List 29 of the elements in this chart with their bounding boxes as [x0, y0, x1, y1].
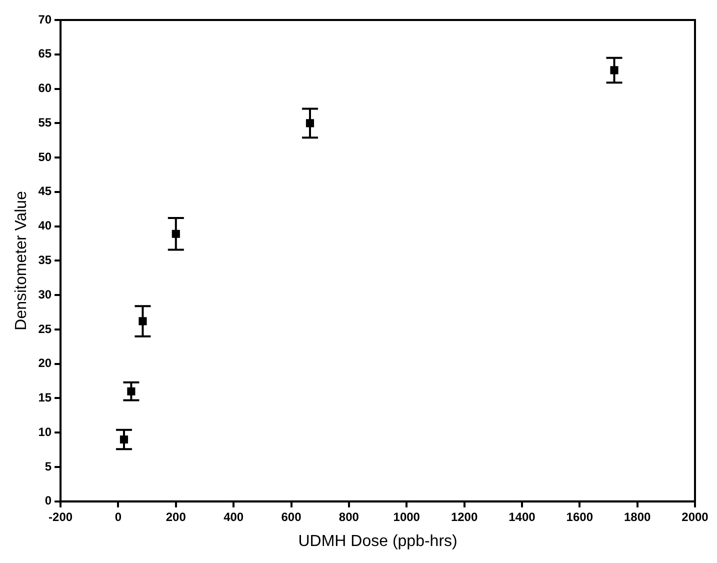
y-tick-label: 10	[38, 424, 52, 439]
x-axis-title: UDMH Dose (ppb-hrs)	[298, 532, 458, 550]
y-tick-label: 15	[38, 390, 52, 405]
x-tick-label: 1200	[450, 510, 478, 524]
y-tick-label: 45	[38, 184, 52, 198]
x-tick-label: 400	[224, 510, 244, 524]
y-tick-label: 40	[38, 218, 52, 233]
y-tick-label: 70	[38, 12, 52, 26]
y-tick-label: 0	[44, 494, 52, 508]
x-tick-label: -200	[48, 510, 73, 524]
x-tick-label: 1600	[566, 510, 594, 524]
x-tick-label: 800	[338, 510, 360, 524]
x-tick-label: 1800	[624, 510, 651, 524]
y-tick-label: 50	[38, 150, 52, 164]
x-tick-label: 200	[166, 510, 186, 524]
x-tick-label: 600	[281, 510, 302, 524]
x-tick-label: 1400	[508, 510, 536, 524]
y-tick-label: 20	[38, 356, 52, 370]
x-tick-label: 0	[114, 510, 122, 524]
y-tick-label: 35	[38, 253, 52, 268]
x-tick-label: 1000	[393, 510, 420, 524]
y-tick-label: 25	[38, 322, 52, 336]
y-tick-label: 60	[38, 81, 52, 96]
y-tick-label: 5	[44, 459, 52, 474]
y-tick-label: 55	[38, 115, 52, 130]
x-tick-label: 2000	[682, 510, 709, 524]
y-tick-label: 65	[38, 46, 52, 61]
y-axis-title: Densitometer Value	[13, 190, 30, 330]
y-tick-label: 30	[38, 287, 52, 302]
